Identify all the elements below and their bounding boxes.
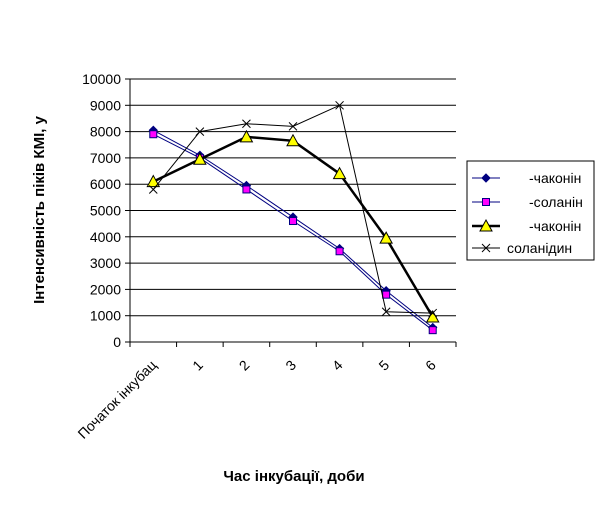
y-tick-label: 6000 xyxy=(90,176,121,192)
legend-label: -чаконін xyxy=(529,170,581,186)
data-point xyxy=(148,185,158,194)
data-point xyxy=(288,121,298,131)
x-tick-label: 2 xyxy=(236,357,253,374)
data-point xyxy=(379,231,393,244)
x-tick-label: Початок інкубац xyxy=(74,357,159,442)
x-tick-label: 3 xyxy=(282,357,299,374)
y-tick-label: 7000 xyxy=(90,150,121,166)
legend-item: -чаконін xyxy=(472,218,581,234)
legend: -чаконін -соланін -чаконін соланідин xyxy=(466,160,595,261)
x-tick-label: 5 xyxy=(375,357,392,374)
data-point xyxy=(193,152,207,165)
data-point xyxy=(335,100,344,110)
axes xyxy=(129,79,457,347)
data-point xyxy=(482,198,490,206)
data-point xyxy=(195,127,205,136)
y-tick-label: 4000 xyxy=(90,229,121,245)
legend-label: -чаконін xyxy=(529,218,581,234)
data-point xyxy=(481,173,491,183)
legend-label: -соланін xyxy=(529,194,583,210)
y-tick-label: 9000 xyxy=(90,97,121,113)
data-point xyxy=(289,217,297,226)
data-point xyxy=(479,218,493,232)
data-point xyxy=(149,130,158,139)
legend-item: -чаконін xyxy=(472,170,581,186)
x-tick-label: 1 xyxy=(189,357,206,374)
x-tick-labels: Початок інкубац 1 2 3 4 5 6 xyxy=(74,357,439,442)
data-point xyxy=(146,174,161,188)
legend-item: соланідин xyxy=(472,240,572,256)
data-point xyxy=(481,243,491,253)
y-tick-label: 1000 xyxy=(90,308,121,324)
data-point xyxy=(242,185,251,194)
data-point xyxy=(428,326,437,335)
y-tick-label: 10000 xyxy=(82,71,121,87)
x-axis-title: Час інкубації, доби xyxy=(223,468,364,485)
series-4 xyxy=(148,100,438,318)
y-tick-label: 3000 xyxy=(90,255,121,271)
y-axis-title: Інтенсивність піків КМІ, у xyxy=(31,115,48,304)
legend-label: соланідин xyxy=(507,240,572,256)
series-group xyxy=(146,100,440,335)
data-point xyxy=(239,129,254,143)
data-point xyxy=(242,119,251,129)
data-point xyxy=(335,247,344,256)
x-tick-label: 6 xyxy=(422,357,439,374)
data-point xyxy=(286,133,300,147)
data-point xyxy=(332,166,347,180)
y-tick-label: 2000 xyxy=(90,281,121,297)
y-tick-label: 0 xyxy=(113,334,121,350)
y-tick-label: 8000 xyxy=(90,124,121,140)
data-point xyxy=(381,307,391,317)
y-tick-labels: 0 1000 2000 3000 4000 5000 6000 7000 8000 9000 100… xyxy=(82,71,121,350)
x-tick-label: 4 xyxy=(329,357,346,374)
data-point xyxy=(428,308,438,318)
y-tick-label: 5000 xyxy=(90,203,121,219)
data-point xyxy=(382,290,391,299)
series-2 xyxy=(149,130,437,335)
legend-item: -соланін xyxy=(472,194,583,210)
gridlines xyxy=(125,78,456,343)
series-3 xyxy=(146,129,440,323)
